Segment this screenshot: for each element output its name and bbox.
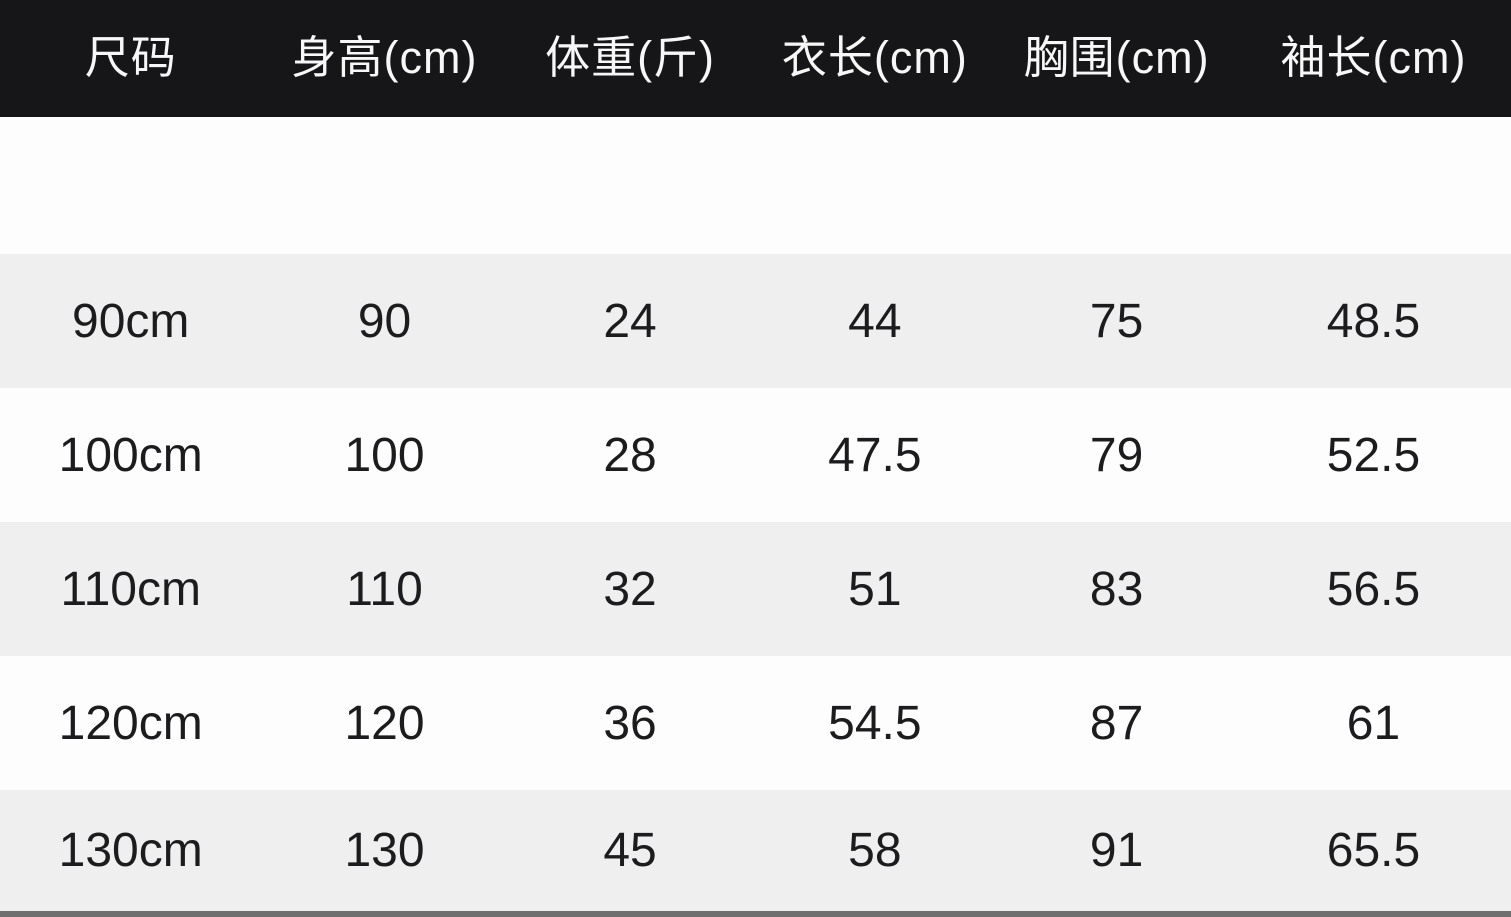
header-cell-chest: 胸围(cm) (1023, 32, 1210, 83)
cell-height: 90 (357, 294, 412, 348)
header-cell-sleeve-length: 袖长(cm) (1280, 32, 1467, 83)
cell-chest: 75 (1089, 294, 1144, 348)
header-cell-weight: 体重(斤) (545, 32, 716, 83)
cell-weight: 32 (603, 562, 657, 616)
table-row-130cm: 130cm 130 45 58 91 65.5 (0, 790, 1511, 911)
cell-weight: 36 (603, 696, 657, 750)
cell-chest: 87 (1089, 696, 1144, 750)
cell-weight: 24 (603, 294, 657, 348)
cell-sleeve-length: 61 (1346, 696, 1401, 750)
table-row-100cm: 100cm 100 28 47.5 79 52.5 (0, 388, 1511, 522)
table-row-110cm: 110cm 110 32 51 83 56.5 (0, 522, 1511, 656)
cell-garment-length: 58 (848, 824, 902, 877)
cell-size: 90cm (72, 294, 190, 348)
bottom-divider (0, 911, 1511, 917)
cell-height: 100 (344, 428, 425, 482)
cell-chest: 83 (1089, 562, 1144, 616)
header-cell-size: 尺码 (84, 32, 177, 83)
cell-garment-length: 54.5 (828, 696, 922, 750)
cell-weight: 45 (603, 824, 657, 877)
cell-sleeve-length: 56.5 (1326, 562, 1421, 616)
header-cell-height: 身高(cm) (291, 32, 478, 83)
cell-sleeve-length: 65.5 (1326, 824, 1421, 877)
header-spacer (0, 117, 1511, 254)
cell-chest: 79 (1089, 428, 1144, 482)
cell-sleeve-length: 48.5 (1326, 294, 1421, 348)
cell-height: 120 (344, 696, 425, 750)
cell-height: 110 (346, 562, 423, 616)
cell-weight: 28 (603, 428, 657, 482)
cell-size: 100cm (58, 428, 203, 482)
table-row-120cm: 120cm 120 36 54.5 87 61 (0, 656, 1511, 790)
cell-garment-length: 47.5 (828, 428, 922, 482)
cell-garment-length: 51 (848, 562, 902, 616)
cell-size: 130cm (58, 824, 203, 877)
cell-garment-length: 44 (848, 294, 902, 348)
header-cell-garment-length: 衣长(cm) (781, 32, 968, 83)
cell-size: 110cm (60, 562, 201, 616)
cell-height: 130 (344, 824, 425, 877)
cell-size: 120cm (58, 696, 203, 750)
cell-chest: 91 (1089, 824, 1144, 877)
table-row-90cm: 90cm 90 24 44 75 48.5 (0, 254, 1511, 388)
cell-sleeve-length: 52.5 (1326, 428, 1421, 482)
table-header: 尺码 身高(cm) 体重(斤) 衣长(cm) 胸围(cm) 袖长(cm) (0, 0, 1511, 117)
